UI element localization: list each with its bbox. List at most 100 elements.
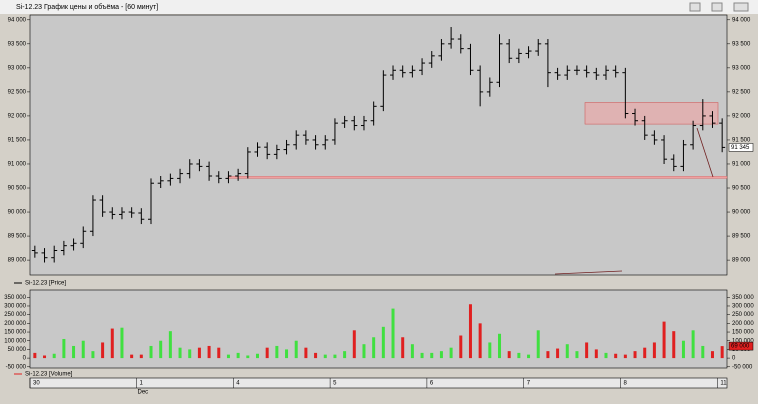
volume-bar (197, 347, 201, 359)
y-tick-label: 200 000 (4, 321, 26, 327)
volume-bar (643, 347, 647, 359)
volume-bar (391, 308, 395, 359)
y-tick-label: 91 000 (8, 162, 27, 168)
volume-bar (623, 354, 627, 359)
y-tick-label: 50 000 (8, 347, 27, 353)
trend-line (554, 270, 623, 275)
y-tick-label: 150 000 (4, 330, 26, 336)
volume-bar (720, 346, 724, 359)
volume-bar (701, 345, 705, 359)
x-tick-label: 30 (33, 381, 40, 387)
x-tick-label: 4 (236, 381, 240, 387)
volume-bar (633, 351, 637, 359)
volume-bar (72, 345, 76, 359)
date-axis (29, 377, 728, 389)
volume-bar (585, 342, 589, 359)
y-tick-label: 150 000 (732, 330, 754, 336)
volume-bar (130, 354, 134, 359)
volume-bar (294, 340, 298, 359)
volume-bar (594, 349, 598, 359)
volume-bar (149, 345, 153, 359)
volume-bar (468, 304, 472, 359)
volume-bar (372, 337, 376, 359)
y-tick-label: 0 (23, 356, 27, 362)
volume-bar (410, 344, 414, 359)
title-bar (0, 0, 758, 14)
x-tick-label: 8 (624, 381, 628, 387)
volume-bar (207, 345, 211, 359)
volume-bar (33, 352, 37, 359)
minimize-button[interactable] (689, 2, 701, 12)
y-tick-label: 90 000 (8, 210, 27, 216)
y-tick-label: 250 000 (732, 312, 754, 318)
volume-bar (420, 352, 424, 359)
y-tick-label: 100 000 (4, 338, 26, 344)
y-tick-label: 0 (732, 356, 736, 362)
window-title: Si-12.23 График цены и объёма - [60 мину… (16, 3, 158, 11)
volume-bar (217, 347, 221, 359)
x-tick-label: 5 (333, 381, 337, 387)
y-tick-label: 94 000 (8, 17, 27, 23)
volume-bar (575, 351, 579, 359)
volume-bar (81, 340, 85, 359)
volume-bar (255, 353, 259, 359)
y-tick-label: 93 500 (8, 41, 27, 47)
y-tick-label: 92 500 (8, 89, 27, 95)
close-button[interactable] (733, 2, 749, 12)
volume-bar (507, 351, 511, 359)
legend-label: Si-12.23 [Volume] (25, 372, 73, 378)
volume-bar (546, 351, 550, 359)
volume-bar (430, 352, 434, 359)
y-tick-label: 90 500 (732, 186, 751, 192)
y-tick-label: 90 000 (732, 210, 751, 216)
y-tick-label: 91 000 (732, 162, 751, 168)
volume-bar (381, 326, 385, 359)
volume-pane (29, 289, 728, 369)
volume-bar (168, 331, 172, 359)
last-price-label: 91 345 (731, 145, 750, 151)
y-tick-label: 250 000 (4, 312, 26, 318)
y-tick-label: 350 000 (4, 295, 26, 301)
y-tick-label: 92 000 (732, 114, 751, 120)
y-tick-label: 91 500 (8, 138, 27, 144)
last-price-box (728, 143, 754, 152)
y-tick-label: 92 000 (8, 114, 27, 120)
volume-bar (43, 355, 47, 359)
volume-bar (672, 331, 676, 359)
volume-bar (101, 342, 105, 359)
volume-bar (498, 333, 502, 359)
volume-bar (556, 348, 560, 359)
volume-bar (691, 330, 695, 359)
restore-button[interactable] (711, 2, 723, 12)
last-volume-box (728, 341, 754, 351)
volume-bar (91, 351, 95, 359)
legend-label: Si-12.23 [Price] (25, 281, 66, 287)
volume-bar (459, 335, 463, 359)
volume-bar (226, 354, 230, 359)
x-tick-label: 7 (527, 381, 531, 387)
y-tick-label: 93 500 (732, 41, 751, 47)
volume-bar (439, 351, 443, 359)
price-pane (29, 14, 728, 276)
y-tick-label: 94 000 (732, 17, 751, 23)
y-tick-label: 90 500 (8, 186, 27, 192)
volume-bar (139, 354, 143, 359)
y-tick-label: 92 500 (732, 89, 751, 95)
zone-rectangle (584, 102, 719, 125)
y-tick-label: 89 500 (732, 234, 751, 240)
volume-bar (246, 355, 250, 359)
volume-bar (681, 340, 685, 359)
y-tick-label: 89 000 (732, 258, 751, 264)
volume-bar (478, 323, 482, 359)
volume-bar (275, 345, 279, 359)
volume-bar (178, 347, 182, 359)
last-volume-label: 69 000 (731, 344, 750, 350)
y-tick-label: 93 000 (8, 65, 27, 71)
y-tick-label: 89 500 (8, 234, 27, 240)
level-line (227, 176, 728, 179)
volume-bar (304, 347, 308, 359)
volume-bar (449, 347, 453, 359)
volume-bar (265, 347, 269, 359)
